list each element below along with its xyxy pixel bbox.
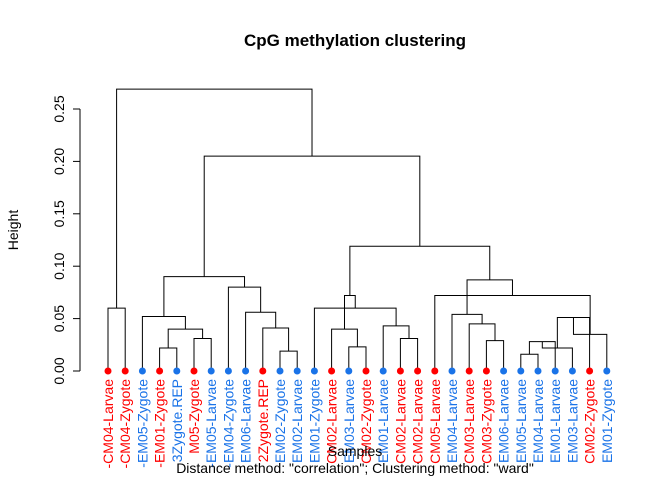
leaf-point (224, 367, 232, 375)
dendrogram-branch (141, 316, 186, 371)
dendrogram-branch (348, 346, 367, 371)
dendrogram-branch (203, 155, 421, 277)
leaf-label: 2Zygote.REP (255, 379, 271, 462)
leaf-point (482, 367, 490, 375)
y-axis-label: Height (5, 210, 21, 251)
dendrogram-branch (451, 313, 483, 371)
y-tick-label: 0.15 (51, 200, 67, 227)
leaf-label: M05-Zygote (186, 379, 202, 454)
leaf-point (207, 367, 215, 375)
leaf-point (259, 367, 267, 375)
dendrogram-branches (107, 88, 608, 371)
dendrogram-branch (399, 338, 419, 371)
y-tick-label: 0.00 (51, 357, 67, 384)
leaf-label: 3Zygote.REP (169, 379, 185, 462)
dendrogram-branch (313, 307, 397, 371)
leaf-label: EM06-Larvae (496, 379, 512, 463)
y-tick-label: 0.05 (51, 305, 67, 332)
dendrogram-branch (331, 328, 358, 371)
dendrogram-branch (245, 311, 277, 371)
leaf-point (586, 367, 594, 375)
leaf-label: -CM04-Larvae (100, 379, 116, 469)
leaf-point (190, 367, 198, 375)
dendrogram-branch (344, 295, 356, 330)
y-axis: 0.00 0.05 0.10 0.15 0.20 0.25 (51, 95, 81, 385)
leaf-point (345, 367, 353, 375)
leaf-label: EM04-Larvae (530, 379, 546, 463)
leaf-label: CM02-Zygote (358, 379, 374, 464)
y-tick-label: 0.25 (51, 95, 67, 122)
leaf-label: EM04-Larvae (444, 379, 460, 463)
leaf-label: EM01-Zygote (306, 379, 322, 463)
leaf-points (104, 367, 611, 375)
leaf-point (242, 367, 250, 375)
leaf-label: EM03-Larvae (341, 379, 357, 463)
leaf-point (276, 367, 284, 375)
y-tick-label: 0.20 (51, 148, 67, 175)
dendrogram-branch (262, 327, 290, 371)
leaf-point (568, 367, 576, 375)
dendrogram-branch (468, 323, 496, 371)
leaf-label: EM01-Zygote (599, 379, 615, 463)
leaf-label: EM02-Larvae (289, 379, 305, 463)
leaf-point (534, 367, 542, 375)
leaf-label: CM03-Larvae (461, 379, 477, 464)
leaf-point (121, 367, 129, 375)
dendrogram-branch (279, 350, 298, 371)
leaf-label: EM05-Larvae (513, 379, 529, 463)
dendrogram-branch (382, 325, 410, 371)
chart-subtitle: Distance method: "correlation"; Clusteri… (176, 460, 534, 476)
dendrogram-branch (159, 347, 178, 371)
leaf-label: CM03-Zygote (478, 379, 494, 464)
dendrogram-branch (193, 338, 212, 371)
dendrogram-branch (163, 276, 246, 317)
dendrogram-branch (485, 340, 505, 371)
leaf-point (104, 367, 112, 375)
leaf-point (328, 367, 336, 375)
leaf-label: CM02-Larvae (392, 379, 408, 464)
leaf-point (431, 367, 439, 375)
dendrogram-branch (466, 279, 513, 315)
leaf-point (138, 367, 146, 375)
leaf-point (396, 367, 404, 375)
leaf-point (500, 367, 508, 375)
leaf-point (414, 367, 422, 375)
dendrogram-branch (434, 295, 591, 371)
leaf-label: -EM05-Zygote (134, 379, 150, 468)
leaf-point (156, 367, 164, 375)
leaf-label: CM05-Larvae (427, 379, 443, 464)
leaf-label: EM06-Larvae (238, 379, 254, 463)
leaf-label: -CM04-Zygote (117, 379, 133, 469)
leaf-point (362, 367, 370, 375)
leaf-point (551, 367, 559, 375)
leaf-label: -EM04-Zygote (220, 379, 236, 468)
leaf-label: -EM05-Larvae (203, 379, 219, 468)
dendrogram-branch (227, 286, 262, 371)
leaf-point (379, 367, 387, 375)
leaf-point (173, 367, 181, 375)
leaf-label: CM02-Larvae (410, 379, 426, 464)
leaf-label: CM02-Larvae (324, 379, 340, 464)
leaf-label: EM01-Larvae (547, 379, 563, 463)
dendrogram-branch (349, 245, 491, 296)
leaf-point (310, 367, 318, 375)
leaf-point (517, 367, 525, 375)
dendrogram-branch (520, 353, 539, 371)
leaf-label: -EM01-Zygote (152, 379, 168, 468)
leaf-label: EM02-Zygote (272, 379, 288, 463)
leaf-point (293, 367, 301, 375)
leaf-labels: -CM04-Larvae -CM04-Zygote -EM05-Zygote -EM0… (100, 379, 615, 469)
leaf-point (603, 367, 611, 375)
dendrogram-branch (116, 88, 313, 309)
leaf-label: EM03-Larvae (564, 379, 580, 463)
leaf-point (448, 367, 456, 375)
dendrogram-branch (107, 307, 126, 371)
leaf-point (465, 367, 473, 375)
leaf-label: EM01-Larvae (375, 379, 391, 463)
y-tick-label: 0.10 (51, 252, 67, 279)
x-axis-label: Samples (328, 443, 382, 459)
chart-title: CpG methylation clustering (244, 31, 466, 50)
leaf-label: CM02-Zygote (582, 379, 598, 464)
